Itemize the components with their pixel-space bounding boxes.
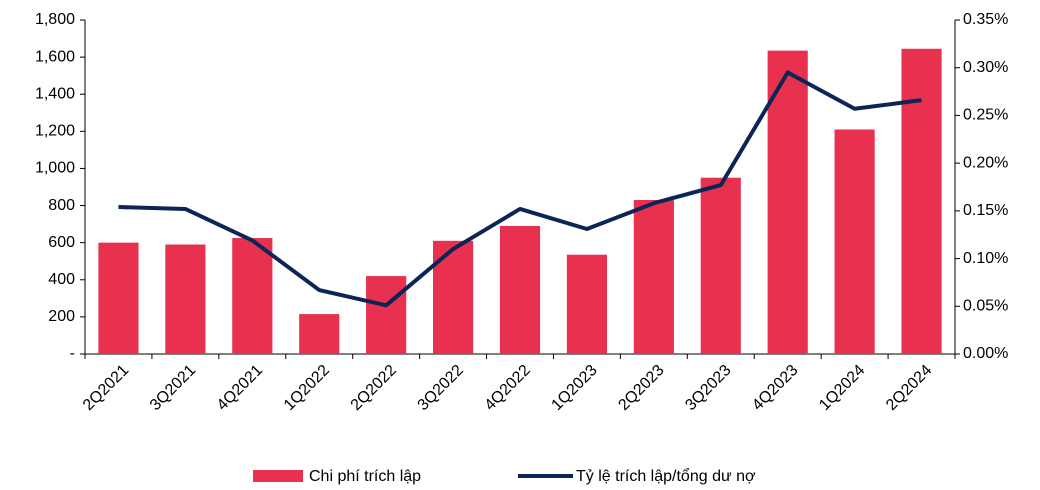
y-tick-label: 200 <box>48 308 75 325</box>
y-tick-label: 400 <box>48 271 75 288</box>
bar <box>499 225 541 354</box>
y2-tick-label: 0.30% <box>963 59 1008 76</box>
bar <box>566 254 607 354</box>
x-tick-label: 3Q2023 <box>682 362 734 414</box>
line <box>118 70 922 308</box>
y2-tick-label: 0.35% <box>963 11 1008 28</box>
y2-tick-label: 0.10% <box>963 250 1008 267</box>
bar <box>633 199 674 354</box>
y-tick-label: 600 <box>48 234 75 251</box>
x-tick-label: 1Q2022 <box>281 362 333 414</box>
y-tick-label: 1,400 <box>35 85 75 102</box>
y-tick-label: 1,200 <box>35 123 75 140</box>
bar <box>433 240 474 354</box>
x-tick-label: 1Q2023 <box>548 362 600 414</box>
y2-tick-label: 0.25% <box>963 107 1008 124</box>
x-tick-label: 3Q2022 <box>415 362 467 414</box>
y2-tick-label: 0.00% <box>963 345 1008 362</box>
legend-label: Chi phí trích lập <box>309 468 421 485</box>
x-tick-label: 4Q2022 <box>482 362 534 414</box>
x-tick-label: 2Q2024 <box>883 362 935 414</box>
x-tick-label: 4Q2021 <box>214 362 266 414</box>
bar <box>299 314 340 354</box>
y2-tick-label: 0.05% <box>963 298 1008 315</box>
legend-label: Tỷ lệ trích lập/tổng dư nợ <box>576 467 756 485</box>
bar <box>767 50 808 354</box>
y-tick-label: 1,600 <box>35 48 75 65</box>
legend-swatch <box>253 470 303 482</box>
bar <box>98 242 139 354</box>
bar <box>366 276 407 354</box>
bar <box>232 238 273 354</box>
y-tick-label: 1,800 <box>35 11 75 28</box>
y-tick-label: 1,000 <box>35 160 75 177</box>
y2-tick-label: 0.15% <box>963 202 1008 219</box>
x-tick-label: 2Q2023 <box>615 362 667 414</box>
x-tick-label: 3Q2021 <box>147 362 199 414</box>
bar <box>834 129 875 354</box>
x-tick-label: 2Q2021 <box>80 362 132 414</box>
y2-tick-label: 0.20% <box>963 154 1008 171</box>
x-tick-label: 2Q2022 <box>348 362 400 414</box>
bar <box>901 48 942 355</box>
y-tick-label: 800 <box>48 197 75 214</box>
y-tick-label: - <box>70 345 75 362</box>
x-tick-label: 4Q2023 <box>749 362 801 414</box>
x-tick-label: 1Q2024 <box>816 362 868 414</box>
bar <box>700 177 741 354</box>
bar <box>165 244 206 354</box>
